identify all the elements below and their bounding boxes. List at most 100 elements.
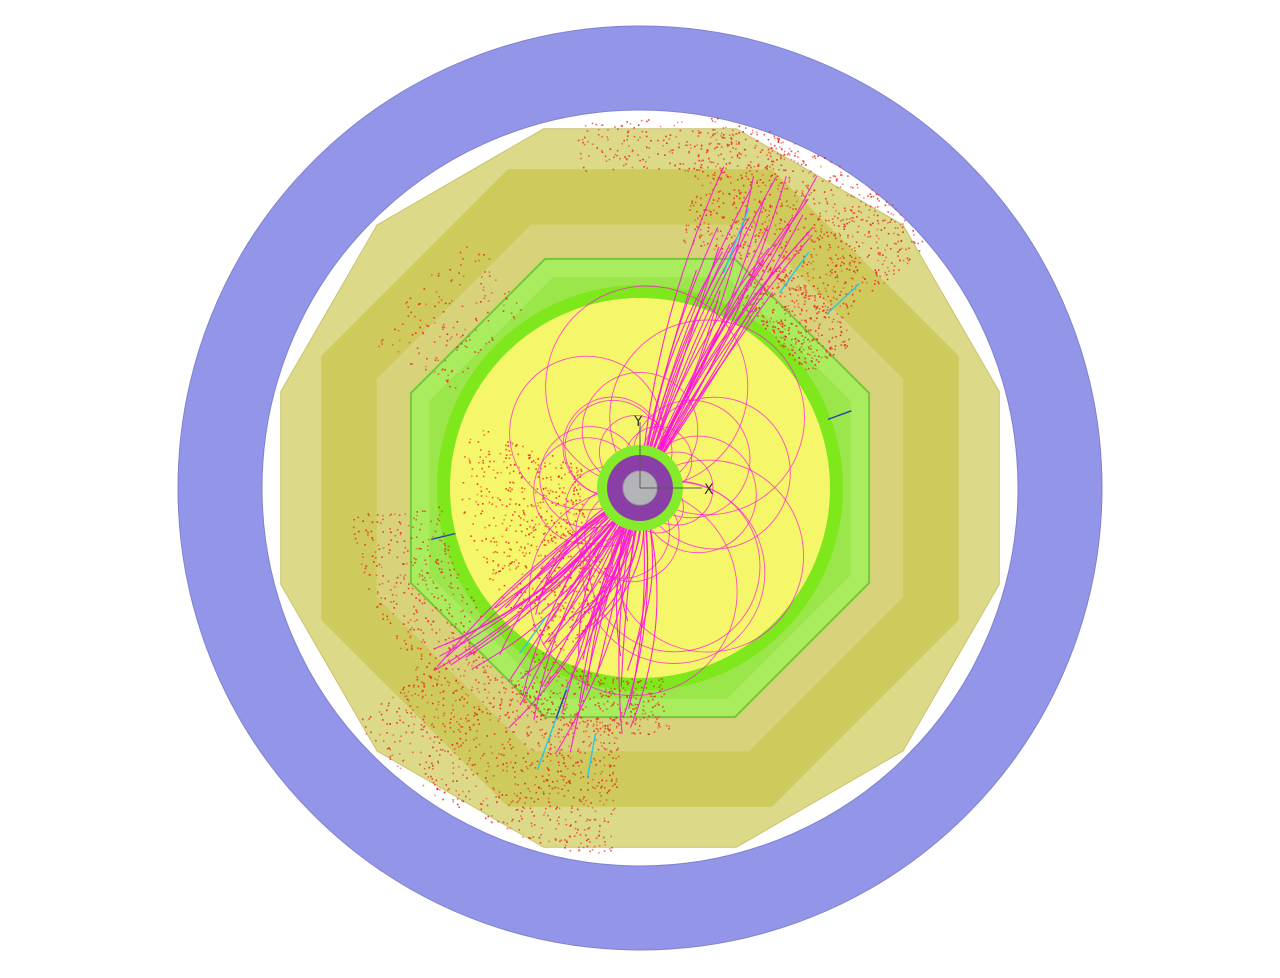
calo-hit xyxy=(455,680,457,682)
calo-hit xyxy=(421,602,424,605)
calo-hit xyxy=(518,692,521,695)
calo-hit xyxy=(444,359,447,362)
calo-hit xyxy=(527,787,530,790)
calo-hit xyxy=(590,761,593,763)
calo-hit xyxy=(601,770,604,773)
calo-hit xyxy=(461,696,463,698)
calo-hit xyxy=(590,673,592,675)
calo-hit xyxy=(544,465,546,468)
calo-hit xyxy=(699,223,702,226)
calo-hit xyxy=(845,218,848,221)
calo-hit xyxy=(519,524,522,526)
calo-hit xyxy=(423,577,426,579)
calo-hit xyxy=(403,615,406,617)
calo-hit xyxy=(527,467,530,469)
calo-hit xyxy=(503,584,506,587)
calo-hit xyxy=(363,571,366,574)
calo-hit xyxy=(881,263,884,266)
calo-hit xyxy=(789,206,791,209)
calo-hit xyxy=(757,298,760,300)
calo-hit xyxy=(729,233,731,236)
calo-hit xyxy=(804,288,806,291)
calo-hit xyxy=(595,837,598,840)
calo-hit xyxy=(707,132,709,134)
calo-hit xyxy=(509,525,511,527)
calo-hit xyxy=(405,302,407,305)
calo-hit xyxy=(466,763,469,765)
calo-hit xyxy=(769,320,771,323)
calo-hit xyxy=(540,516,543,519)
calo-hit xyxy=(600,150,603,152)
calo-hit xyxy=(893,232,895,235)
calo-hit xyxy=(427,325,430,328)
calo-hit xyxy=(556,819,559,822)
calo-hit xyxy=(367,534,369,536)
calo-hit xyxy=(459,699,461,701)
calo-hit xyxy=(472,724,475,726)
calo-hit xyxy=(414,620,416,623)
calo-hit xyxy=(725,174,728,176)
calo-hit xyxy=(497,565,499,567)
calo-hit xyxy=(398,514,401,516)
calo-hit xyxy=(888,204,890,206)
calo-hit xyxy=(777,140,780,142)
calo-hit xyxy=(853,270,855,272)
calo-hit xyxy=(461,498,464,501)
calo-hit xyxy=(781,148,783,150)
calo-hit xyxy=(715,243,718,246)
calo-hit xyxy=(738,252,741,254)
calo-hit xyxy=(683,239,686,242)
calo-hit xyxy=(554,661,557,664)
calo-hit xyxy=(648,715,650,718)
calo-hit xyxy=(459,675,462,677)
calo-hit xyxy=(434,359,437,361)
calo-hit xyxy=(493,460,495,463)
calo-hit xyxy=(582,700,585,702)
calo-hit xyxy=(650,680,653,683)
calo-hit xyxy=(702,241,705,243)
calo-hit xyxy=(431,628,434,631)
calo-hit xyxy=(606,700,609,703)
calo-hit xyxy=(454,626,456,628)
calo-hit xyxy=(573,490,575,492)
calo-hit xyxy=(607,695,609,698)
calo-hit xyxy=(475,317,477,320)
calo-hit xyxy=(571,807,573,809)
calo-hit xyxy=(738,152,740,154)
calo-hit xyxy=(846,194,849,197)
calo-hit xyxy=(573,796,575,799)
calo-hit xyxy=(778,270,781,273)
calo-hit xyxy=(501,699,503,701)
calo-hit xyxy=(608,730,610,732)
calo-hit xyxy=(423,641,426,644)
calo-hit xyxy=(451,631,453,634)
calo-hit xyxy=(562,487,565,489)
calo-hit xyxy=(583,611,586,613)
calo-hit xyxy=(523,555,526,557)
calo-hit xyxy=(497,720,500,722)
calo-hit xyxy=(860,219,863,221)
calo-hit xyxy=(777,184,780,187)
calo-hit xyxy=(444,302,447,305)
calo-hit xyxy=(578,846,580,849)
calo-hit xyxy=(849,218,851,220)
calo-hit xyxy=(851,260,853,262)
calo-hit xyxy=(514,464,516,466)
calo-hit xyxy=(456,689,458,692)
calo-hit xyxy=(478,723,480,725)
calo-hit xyxy=(880,229,883,231)
calo-hit xyxy=(526,731,528,734)
calo-hit xyxy=(800,308,803,310)
calo-hit xyxy=(788,327,791,329)
calo-hit xyxy=(761,315,764,317)
calo-hit xyxy=(507,741,509,743)
calo-hit xyxy=(783,255,785,257)
calo-hit xyxy=(388,543,390,546)
calo-hit xyxy=(813,224,816,226)
calo-hit xyxy=(608,158,611,161)
calo-hit xyxy=(782,336,785,339)
calo-hit xyxy=(471,764,474,766)
calo-hit xyxy=(613,807,616,810)
